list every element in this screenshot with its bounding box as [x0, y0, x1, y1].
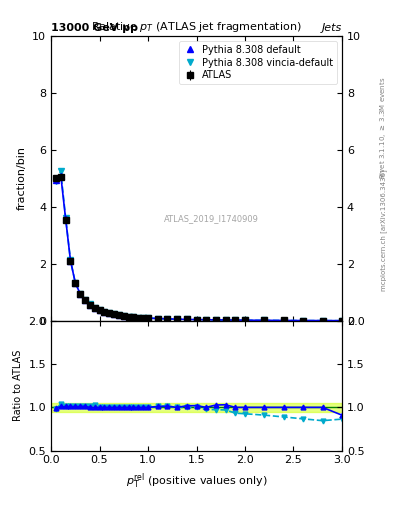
Pythia 8.308 default	[194, 316, 199, 323]
Title: Relative $p_T$ (ATLAS jet fragmentation): Relative $p_T$ (ATLAS jet fragmentation)	[91, 20, 302, 34]
Pythia 8.308 default	[68, 258, 73, 264]
Pythia 8.308 default	[88, 302, 92, 308]
Pythia 8.308 vincia-default	[301, 317, 305, 324]
Pythia 8.308 vincia-default	[117, 312, 121, 318]
Pythia 8.308 default	[78, 290, 83, 296]
Pythia 8.308 default	[92, 305, 97, 311]
Pythia 8.308 default	[117, 312, 121, 318]
Legend: Pythia 8.308 default, Pythia 8.308 vincia-default, ATLAS: Pythia 8.308 default, Pythia 8.308 vinci…	[179, 40, 337, 84]
Pythia 8.308 vincia-default	[107, 310, 112, 316]
Pythia 8.308 default	[97, 307, 102, 313]
Pythia 8.308 vincia-default	[68, 257, 73, 263]
Pythia 8.308 default	[301, 317, 305, 324]
Pythia 8.308 default	[73, 280, 78, 286]
Pythia 8.308 vincia-default	[155, 315, 160, 322]
Pythia 8.308 vincia-default	[59, 168, 63, 175]
Pythia 8.308 vincia-default	[63, 215, 68, 221]
Pythia 8.308 default	[63, 216, 68, 222]
Pythia 8.308 vincia-default	[102, 309, 107, 315]
Pythia 8.308 default	[320, 317, 325, 324]
Pythia 8.308 vincia-default	[126, 314, 131, 320]
Pythia 8.308 vincia-default	[141, 315, 145, 321]
Pythia 8.308 default	[262, 317, 267, 324]
Line: Pythia 8.308 default: Pythia 8.308 default	[53, 173, 345, 324]
Pythia 8.308 vincia-default	[223, 317, 228, 323]
Pythia 8.308 vincia-default	[97, 307, 102, 313]
Pythia 8.308 default	[53, 177, 58, 183]
Pythia 8.308 vincia-default	[136, 314, 141, 321]
Pythia 8.308 default	[242, 317, 247, 323]
Pythia 8.308 default	[233, 317, 238, 323]
Pythia 8.308 default	[184, 316, 189, 323]
Pythia 8.308 default	[223, 317, 228, 323]
Pythia 8.308 vincia-default	[320, 317, 325, 324]
Text: mcplots.cern.ch [arXiv:1306.3436]: mcplots.cern.ch [arXiv:1306.3436]	[380, 169, 387, 291]
Pythia 8.308 default	[83, 297, 87, 303]
Pythia 8.308 vincia-default	[78, 290, 83, 296]
Pythia 8.308 vincia-default	[184, 316, 189, 323]
Pythia 8.308 default	[204, 317, 209, 323]
Pythia 8.308 default	[102, 309, 107, 315]
Pythia 8.308 vincia-default	[175, 316, 180, 322]
Pythia 8.308 vincia-default	[194, 316, 199, 323]
Pythia 8.308 vincia-default	[340, 317, 344, 324]
Pythia 8.308 default	[136, 314, 141, 321]
Pythia 8.308 vincia-default	[83, 297, 87, 303]
Pythia 8.308 default	[107, 310, 112, 316]
Pythia 8.308 default	[155, 315, 160, 322]
Pythia 8.308 vincia-default	[112, 311, 116, 317]
Pythia 8.308 default	[213, 317, 218, 323]
Text: ATLAS_2019_I1740909: ATLAS_2019_I1740909	[163, 214, 259, 223]
Pythia 8.308 vincia-default	[121, 313, 126, 319]
Pythia 8.308 vincia-default	[92, 305, 97, 311]
Pythia 8.308 vincia-default	[281, 317, 286, 324]
Pythia 8.308 default	[121, 313, 126, 319]
Pythia 8.308 default	[141, 315, 145, 321]
Pythia 8.308 vincia-default	[242, 317, 247, 323]
Pythia 8.308 vincia-default	[233, 317, 238, 323]
X-axis label: $p_{\mathrm{T}}^{\mathrm{rel}}$ (positive values only): $p_{\mathrm{T}}^{\mathrm{rel}}$ (positiv…	[126, 471, 267, 490]
Pythia 8.308 vincia-default	[213, 317, 218, 323]
Pythia 8.308 default	[59, 173, 63, 179]
Pythia 8.308 default	[146, 315, 151, 321]
Pythia 8.308 vincia-default	[53, 178, 58, 184]
Text: Jets: Jets	[321, 23, 342, 33]
Y-axis label: Ratio to ATLAS: Ratio to ATLAS	[13, 350, 23, 421]
Pythia 8.308 vincia-default	[88, 302, 92, 308]
Pythia 8.308 vincia-default	[146, 315, 151, 321]
Pythia 8.308 vincia-default	[262, 317, 267, 324]
Pythia 8.308 default	[131, 314, 136, 321]
Pythia 8.308 vincia-default	[73, 280, 78, 286]
Pythia 8.308 vincia-default	[131, 314, 136, 321]
Pythia 8.308 default	[165, 316, 170, 322]
Pythia 8.308 default	[281, 317, 286, 324]
Pythia 8.308 default	[175, 316, 180, 322]
Pythia 8.308 vincia-default	[165, 316, 170, 322]
Y-axis label: fraction/bin: fraction/bin	[17, 146, 27, 210]
Text: Rivet 3.1.10, $\geq$ 3.3M events: Rivet 3.1.10, $\geq$ 3.3M events	[378, 77, 388, 179]
Line: Pythia 8.308 vincia-default: Pythia 8.308 vincia-default	[53, 168, 345, 324]
Pythia 8.308 default	[340, 317, 344, 324]
Pythia 8.308 default	[126, 314, 131, 320]
Text: 13000 GeV pp: 13000 GeV pp	[51, 23, 138, 33]
Pythia 8.308 default	[112, 311, 116, 317]
Pythia 8.308 vincia-default	[204, 317, 209, 323]
